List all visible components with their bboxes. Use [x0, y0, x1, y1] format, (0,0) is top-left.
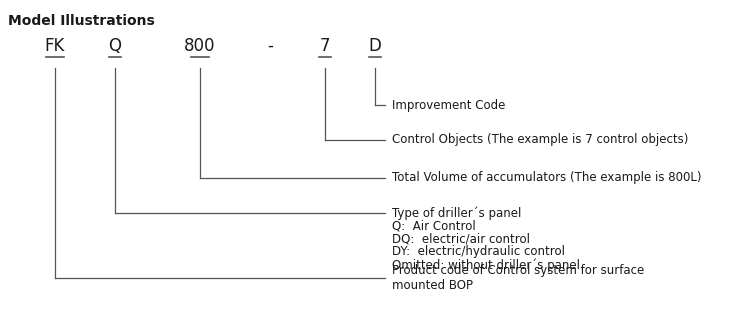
Text: Type of driller´s panel: Type of driller´s panel — [392, 206, 521, 220]
Text: Q:  Air Control: Q: Air Control — [392, 220, 476, 233]
Text: Model Illustrations: Model Illustrations — [8, 14, 155, 28]
Text: Q: Q — [109, 37, 122, 55]
Text: Control Objects (The example is 7 control objects): Control Objects (The example is 7 contro… — [392, 133, 688, 147]
Text: -: - — [267, 37, 273, 55]
Text: D: D — [368, 37, 382, 55]
Text: Total Volume of accumulators (The example is 800L): Total Volume of accumulators (The exampl… — [392, 172, 702, 185]
Text: FK: FK — [45, 37, 65, 55]
Text: DQ:  electric/air control: DQ: electric/air control — [392, 233, 530, 246]
Text: Improvement Code: Improvement Code — [392, 99, 506, 112]
Text: Omitted: without driller´s panel: Omitted: without driller´s panel — [392, 258, 580, 272]
Text: 800: 800 — [184, 37, 216, 55]
Text: DY:  electric/hydraulic control: DY: electric/hydraulic control — [392, 246, 565, 258]
Text: Product code of Control system for surface
mounted BOP: Product code of Control system for surfa… — [392, 264, 644, 292]
Text: 7: 7 — [320, 37, 330, 55]
